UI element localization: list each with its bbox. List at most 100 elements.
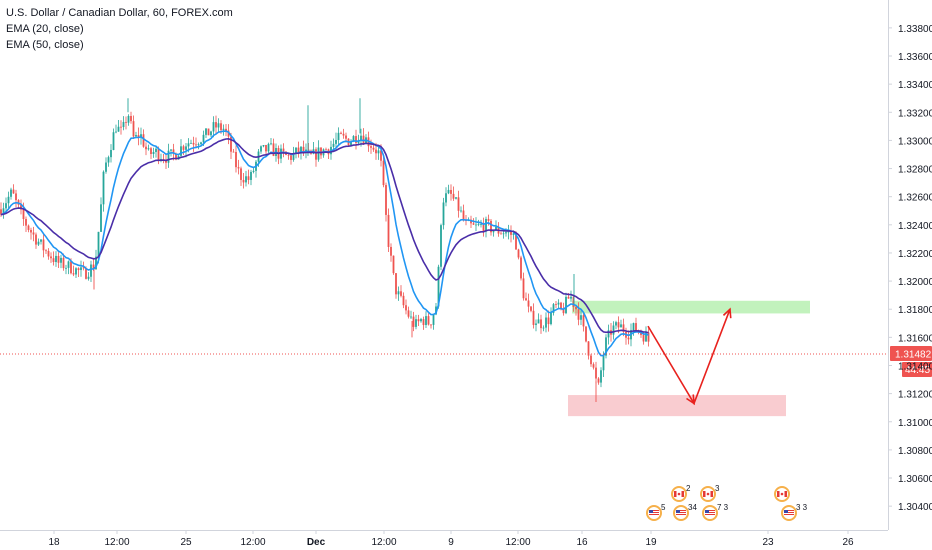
candle-body — [397, 291, 400, 295]
candle-body — [102, 171, 105, 205]
flag-stripe — [705, 514, 715, 515]
candle-body — [320, 147, 322, 156]
event-canada-flag-icon[interactable]: 2 — [671, 484, 691, 502]
candle-body — [572, 296, 575, 307]
candle-body — [80, 267, 82, 271]
candle-body — [532, 310, 535, 325]
event-us-flag-icon[interactable]: 5 — [646, 503, 666, 521]
candle-body — [142, 134, 145, 147]
chart-title[interactable]: U.S. Dollar / Canadian Dollar, 60, FOREX… — [6, 7, 233, 19]
y-axis[interactable]: 1.33800 1.33600 1.33400 1.33200 1.33000 1.328… — [888, 0, 932, 530]
candle-body — [240, 168, 242, 180]
candle-body — [47, 250, 50, 257]
candle-body — [482, 224, 485, 232]
candle-body — [100, 204, 102, 232]
event-us-flag-icon[interactable]: 7 3 — [702, 503, 729, 521]
candle-body — [90, 264, 92, 277]
candle-body — [390, 246, 392, 256]
legend-ema50[interactable]: EMA (50, close) — [6, 39, 84, 51]
flag-canton — [649, 510, 653, 513]
candle-body — [447, 189, 450, 194]
candle-body — [615, 322, 617, 326]
y-tick-label: 1.32800 — [898, 165, 932, 176]
candle-body — [235, 152, 237, 168]
candle-body — [627, 337, 630, 340]
candle-body — [382, 160, 385, 186]
candle-body — [7, 196, 10, 204]
candle-body — [185, 146, 187, 150]
y-tick-label: 1.30800 — [898, 446, 932, 457]
x-tick-label: 12:00 — [505, 537, 530, 548]
candle-body — [345, 135, 347, 139]
event-us-flag-icon[interactable]: 34 — [673, 503, 697, 521]
x-tick-label: 23 — [762, 537, 774, 548]
candle-body — [605, 337, 607, 356]
candle-body — [542, 327, 545, 329]
resistance-zone[interactable] — [572, 300, 810, 314]
x-axis[interactable]: 18 12:00 25 12:00 Dec 12:00 9 12:00 16 19 23 26 — [0, 530, 888, 548]
candle-body — [172, 149, 175, 154]
candle-body — [562, 309, 565, 314]
candle-body — [402, 295, 405, 306]
candle-body — [92, 264, 95, 270]
candle-body — [175, 153, 177, 160]
candle-body — [472, 223, 475, 225]
y-tick-label: 1.31200 — [898, 390, 932, 401]
candles — [0, 98, 650, 403]
candle-body — [230, 136, 232, 152]
candle-body — [635, 323, 637, 331]
maple-leaf-icon — [706, 492, 710, 496]
candle-body — [87, 276, 90, 279]
candle-body — [377, 150, 380, 154]
candle-body — [167, 150, 170, 163]
candle-body — [495, 226, 497, 231]
ema-50-line[interactable] — [0, 137, 649, 334]
event-canada-flag-icon[interactable] — [774, 486, 790, 502]
candle-body — [387, 214, 390, 247]
event-count: 2 — [686, 484, 691, 493]
y-tick-label: 1.33000 — [898, 136, 932, 147]
candle-body — [242, 179, 245, 183]
candle-body — [432, 314, 435, 325]
candle-body — [75, 268, 77, 275]
y-tick-label: 1.33800 — [898, 24, 932, 35]
candle-body — [460, 210, 462, 212]
x-tick-label: 12:00 — [104, 537, 129, 548]
candle-body — [430, 324, 432, 326]
arrow-head-down — [686, 394, 695, 406]
candle-body — [632, 323, 635, 331]
flag-stripe — [705, 512, 715, 513]
y-tick-label: 1.32400 — [898, 221, 932, 232]
x-tick-label: 18 — [48, 537, 60, 548]
candle-body — [395, 273, 397, 295]
candle-body — [530, 306, 532, 311]
support-zone[interactable] — [568, 395, 786, 417]
zones — [568, 300, 810, 417]
candle-body — [220, 123, 222, 131]
projection-path[interactable] — [647, 308, 731, 406]
candle-body — [405, 305, 407, 311]
current-price-label: 1.31482 — [895, 349, 932, 360]
candle-body — [20, 204, 22, 210]
legend-ema20[interactable]: EMA (20, close) — [6, 23, 84, 35]
event-canada-flag-icon[interactable]: 3 — [700, 484, 720, 502]
candle-body — [127, 115, 130, 123]
candle-body — [537, 319, 540, 324]
candle-body — [265, 144, 267, 152]
candle-body — [2, 208, 5, 215]
candle-body — [325, 149, 327, 151]
candle-body — [267, 143, 270, 152]
candle-body — [200, 142, 202, 145]
event-markers[interactable]: 2 3 5 34 7 3 3 3 — [646, 484, 808, 521]
event-us-flag-icon[interactable]: 3 3 — [781, 503, 808, 521]
candle-body — [400, 291, 402, 296]
candle-body — [470, 219, 472, 224]
flag-stripe — [649, 512, 659, 513]
candle-body — [67, 261, 70, 268]
candle-body — [25, 219, 27, 226]
candle-body — [410, 316, 412, 318]
flag-stripe — [674, 491, 677, 497]
candle-body — [507, 231, 510, 233]
candle-body — [152, 151, 155, 154]
